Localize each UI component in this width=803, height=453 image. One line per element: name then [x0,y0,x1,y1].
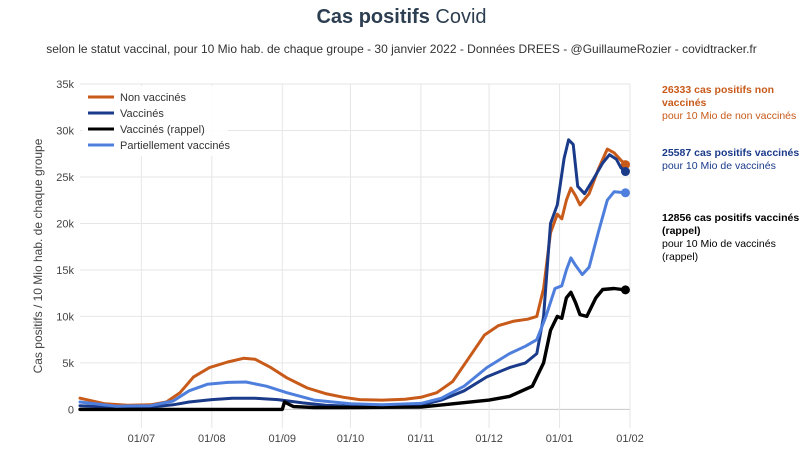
series-end-marker-1 [620,167,630,177]
legend-label: Partiellement vaccinés [120,140,231,152]
x-tick-label: 01/10 [337,433,365,445]
x-tick-label: 01/08 [198,433,226,445]
y-tick-label: 5k [62,358,74,370]
y-tick-label: 25k [56,172,74,184]
series-line-0 [78,147,627,407]
y-tick-label: 35k [56,79,74,91]
legend-label: Vaccinés [120,108,164,120]
chart-subtitle: selon le statut vaccinal, pour 10 Mio ha… [46,42,757,56]
x-tick-label: 01/02 [616,433,644,445]
x-tick-label: 01/07 [128,433,156,445]
series-line-3 [78,190,627,408]
series-line-2 [78,286,628,412]
y-tick-label: 0 [68,404,74,416]
y-tick-label: 30k [56,125,74,137]
x-tick-label: 01/01 [546,433,574,445]
annotation-vaccines: 25587 cas positifs vaccinés pour 10 Mio d… [662,147,800,172]
annotation-rappel: 12856 cas positifs vaccinés (rappel) pour… [662,212,800,263]
y-tick-label: 20k [56,218,74,230]
series-end-marker-3 [620,188,630,198]
annotation-non-vaccines: 26333 cas positifs non vaccinés pour 10 M… [662,84,797,122]
legend-label: Vaccinés (rappel) [120,124,205,136]
series-end-marker-2 [620,285,630,295]
series-line-1 [78,138,627,409]
legend-label: Non vaccinés [120,92,187,104]
x-tick-label: 01/12 [475,433,503,445]
y-tick-label: 15k [56,265,74,277]
y-axis-title: Cas positifs / 10 Mio hab. de chaque gro… [31,138,45,373]
series-end-marker-0 [620,160,630,170]
x-tick-label: 01/09 [269,433,297,445]
chart-title: Cas positifs Covid [316,6,487,28]
y-tick-label: 10k [56,311,74,323]
x-tick-label: 01/11 [408,433,435,445]
